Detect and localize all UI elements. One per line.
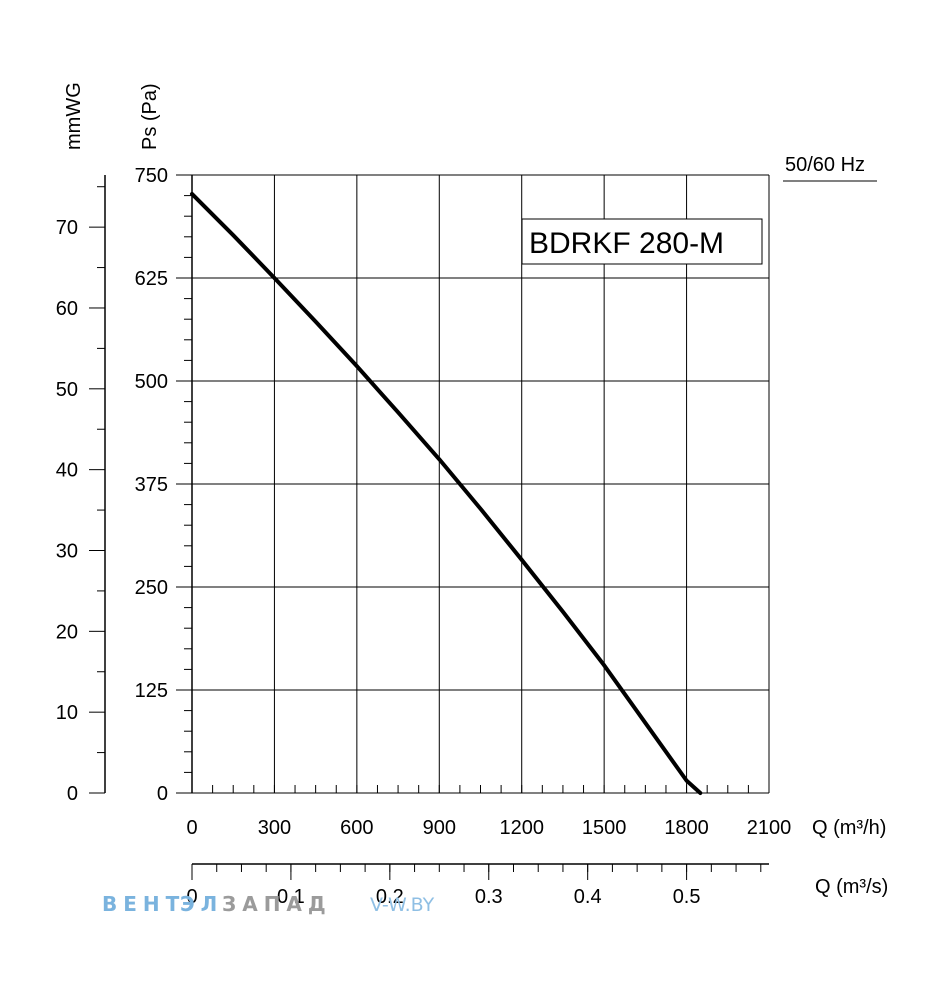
y2-tick-label: 20 [56,621,78,643]
x2-tick-label: 0.2 [376,886,404,908]
model-label: BDRKF 280-M [529,227,724,260]
x2-tick-label: 0.5 [673,886,701,908]
y-axis-title-primary: Ps (Pa) [139,83,161,150]
x-axis-title-secondary: Q (m³/s) [815,876,888,898]
tick-labels: 0 125 250 375 500 625 750 0 10 20 30 40 50 60 70 0 300 60… [56,165,792,908]
ticks [89,174,770,880]
watermark: ВЕНТ ЭЛ ЗАПАД V-W.BY [102,892,435,916]
y-tick-label: 625 [135,268,168,290]
x-tick-label: 0 [186,817,197,839]
x2-tick-label: 0.1 [277,886,305,908]
x-tick-label: 600 [340,817,373,839]
y2-tick-label: 10 [56,702,78,724]
y-tick-label: 500 [135,371,168,393]
y-tick-label: 125 [135,680,168,702]
y-tick-label: 0 [157,783,168,805]
y-axis-title-secondary: mmWG [63,82,85,150]
x-tick-label: 2100 [747,817,792,839]
y2-tick-label: 0 [67,783,78,805]
y-tick-label: 750 [135,165,168,187]
x-axis-title-primary: Q (m³/h) [812,817,886,839]
x-tick-label: 900 [423,817,456,839]
watermark-part-2: ЭЛ [180,892,223,916]
watermark-part-3: ЗАПАД [222,892,332,916]
x-tick-label: 1200 [499,817,544,839]
watermark-part-1: ВЕНТ [102,892,185,916]
frequency-label: 50/60 Hz [785,154,865,176]
y2-tick-label: 50 [56,379,78,401]
watermark-part-4: V-W.BY [370,894,435,916]
y2-tick-label: 70 [56,217,78,239]
model-label-box [521,218,763,265]
y2-tick-label: 30 [56,540,78,562]
grid-lines [191,174,770,794]
x2-tick-label: 0 [186,886,197,908]
x-tick-label: 300 [258,817,291,839]
y-tick-label: 250 [135,577,168,599]
x2-tick-label: 0.4 [574,886,602,908]
x2-tick-label: 0.3 [475,886,503,908]
y2-tick-label: 60 [56,298,78,320]
performance-curve [190,191,703,795]
x-tick-label: 1500 [582,817,627,839]
y2-tick-label: 40 [56,460,78,482]
y-tick-label: 375 [135,474,168,496]
series-group [190,191,703,795]
x-tick-label: 1800 [664,817,709,839]
